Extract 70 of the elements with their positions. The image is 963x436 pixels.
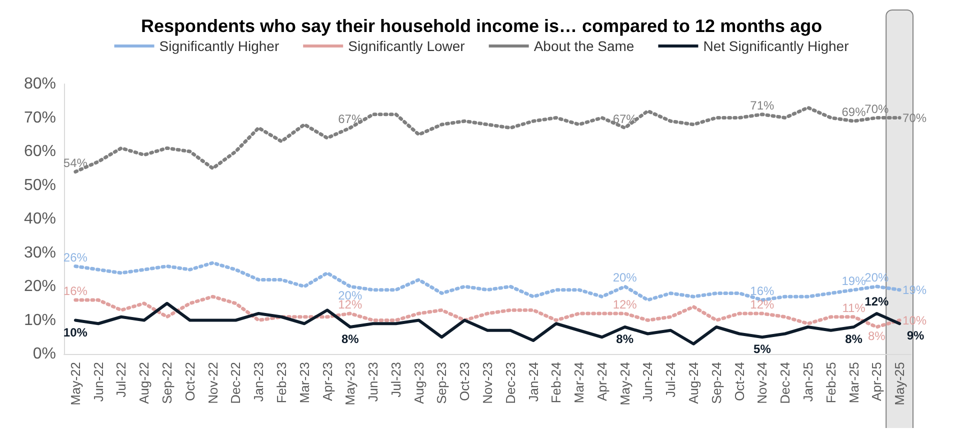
data-label: 8% — [868, 329, 886, 343]
data-label: 54% — [63, 156, 88, 170]
x-tick-label: Jun-24 — [640, 362, 656, 402]
legend-label: Significantly Higher — [159, 38, 280, 54]
data-label: 8% — [845, 332, 863, 346]
x-tick-label: Nov-22 — [205, 362, 220, 404]
x-tick-label: Oct-24 — [732, 362, 747, 402]
x-tick-label: Mar-23 — [296, 362, 312, 404]
x-tick-label: Nov-24 — [754, 362, 770, 404]
x-tick-label: Feb-23 — [274, 362, 289, 404]
data-label: 12% — [612, 298, 638, 312]
y-tick-label: 50% — [24, 176, 56, 194]
x-tick-label: Feb-24 — [548, 362, 564, 404]
x-tick-label: Jan-23 — [251, 362, 266, 402]
data-label: 8% — [341, 332, 360, 346]
chart-title: Respondents who say their household income is… compared to 12 months ago — [140, 16, 822, 36]
x-tick-label: Feb-25 — [823, 362, 838, 404]
data-label: 71% — [750, 98, 775, 112]
x-tick-label: Sep-23 — [434, 362, 450, 404]
y-tick-label: 70% — [24, 109, 56, 126]
x-tick-label: Dec-24 — [778, 362, 793, 404]
y-tick-label: 60% — [24, 143, 56, 160]
x-tick-label: Aug-24 — [686, 362, 702, 404]
x-tick-label: Jul-23 — [388, 362, 404, 398]
x-tick-label: Nov-23 — [480, 362, 495, 404]
x-tick-label: Mar-25 — [846, 362, 862, 404]
data-label: 20% — [612, 270, 638, 284]
x-tick-label: Jun-23 — [366, 362, 381, 402]
data-label: 10% — [63, 325, 88, 340]
data-label: 9% — [906, 328, 925, 343]
data-label: 26% — [63, 250, 88, 264]
legend-label: Net Significantly Higher — [703, 38, 850, 54]
x-tick-label: Dec-22 — [228, 362, 244, 404]
data-label: 5% — [754, 342, 772, 356]
data-label: 19% — [842, 274, 866, 288]
y-tick-label: 80% — [24, 76, 56, 92]
x-tick-label: Apr-24 — [594, 362, 610, 402]
data-label: 12% — [750, 298, 775, 312]
x-tick-label: Apr-25 — [869, 362, 884, 402]
data-label: 11% — [842, 300, 866, 315]
x-tick-label: May-25 — [892, 362, 908, 406]
y-tick-label: 10% — [24, 312, 56, 329]
data-label: 12% — [864, 294, 889, 308]
x-tick-label: Sep-22 — [160, 362, 175, 404]
data-label: 16% — [63, 284, 88, 298]
x-tick-label: Mar-24 — [572, 362, 587, 404]
data-label: 16% — [750, 284, 775, 298]
y-tick-label: 30% — [24, 244, 56, 262]
y-tick-label: 40% — [24, 210, 56, 228]
x-tick-label: Dec-23 — [502, 362, 518, 404]
x-tick-label: Jan-25 — [800, 362, 816, 402]
x-tick-label: Sep-24 — [708, 362, 724, 404]
data-label: 8% — [616, 332, 634, 346]
x-tick-label: Oct-23 — [457, 362, 472, 402]
y-tick-label: 20% — [24, 278, 56, 295]
legend-label: Significantly Lower — [348, 38, 466, 54]
x-tick-label: Jul-22 — [114, 362, 129, 398]
x-tick-label: May-22 — [68, 362, 83, 406]
x-tick-label: Jun-22 — [90, 362, 106, 402]
x-tick-label: May-23 — [342, 362, 358, 406]
legend-label: About the Same — [534, 38, 634, 54]
x-tick-label: Jul-24 — [663, 362, 678, 398]
y-tick-label: 0% — [32, 346, 56, 362]
x-tick-label: May-24 — [617, 362, 632, 406]
x-tick-label: Apr-23 — [320, 362, 335, 402]
x-tick-label: Oct-22 — [182, 362, 198, 402]
x-tick-label: Aug-22 — [136, 362, 152, 404]
data-label: 69% — [842, 105, 866, 120]
x-tick-label: Aug-23 — [411, 362, 426, 404]
x-tick-label: Jan-24 — [526, 362, 541, 402]
